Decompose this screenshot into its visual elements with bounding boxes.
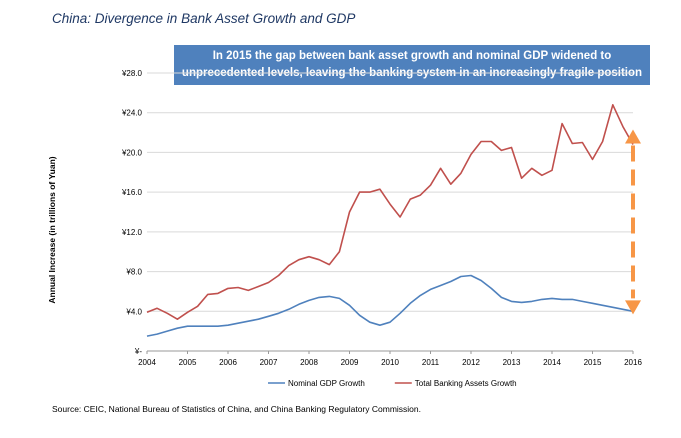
y-tick-label: ¥12.0: [121, 228, 143, 237]
callout-line-1: In 2015 the gap between bank asset growt…: [212, 50, 612, 62]
x-tick-label: 2004: [138, 358, 156, 367]
x-tick-label: 2016: [624, 358, 642, 367]
y-tick-label: ¥24.0: [121, 109, 143, 118]
x-tick-label: 2013: [503, 358, 521, 367]
arrow-head-down: [625, 300, 641, 315]
x-tick-label: 2015: [584, 358, 602, 367]
y-tick-label: ¥-: [134, 347, 142, 356]
grid-lines: [147, 72, 633, 352]
x-tick-label: 2005: [179, 358, 197, 367]
x-tick-label: 2012: [462, 358, 480, 367]
source-note: Source: CEIC, National Bureau of Statist…: [52, 404, 421, 414]
y-tick-label: ¥28.0: [121, 69, 143, 78]
legend: Nominal GDP Growth Total Banking Assets G…: [268, 379, 517, 388]
series-lines: [146, 104, 634, 337]
series-line-gdp: [146, 274, 634, 337]
gap-arrow: [625, 129, 641, 315]
x-tick-label: 2009: [341, 358, 359, 367]
x-tick-label: 2010: [381, 358, 399, 367]
y-tick-label: ¥20.0: [121, 148, 143, 157]
y-axis-ticks: ¥- ¥4.0 ¥8.0 ¥12.0 ¥16.0 ¥20.0 ¥24.0 ¥28.0: [121, 69, 143, 356]
x-tick-label: 2008: [300, 358, 318, 367]
series-line-bank-assets: [146, 104, 634, 321]
x-tick-label: 2007: [260, 358, 278, 367]
x-tick-label: 2011: [422, 358, 440, 367]
legend-label: Total Banking Assets Growth: [415, 379, 517, 388]
chart-title: China: Divergence in Bank Asset Growth a…: [52, 11, 356, 26]
y-tick-label: ¥16.0: [121, 188, 143, 197]
legend-label: Nominal GDP Growth: [288, 379, 365, 388]
x-axis-ticks: 2004 2005 2006 2007 2008 2009 2010 2011 2012 2013…: [138, 351, 642, 367]
x-tick-label: 2014: [543, 358, 561, 367]
arrow-head-up: [625, 129, 641, 144]
x-tick-label: 2006: [219, 358, 237, 367]
callout-box: In 2015 the gap between bank asset growt…: [174, 45, 650, 85]
y-tick-label: ¥4.0: [125, 307, 142, 316]
y-tick-label: ¥8.0: [125, 268, 142, 277]
